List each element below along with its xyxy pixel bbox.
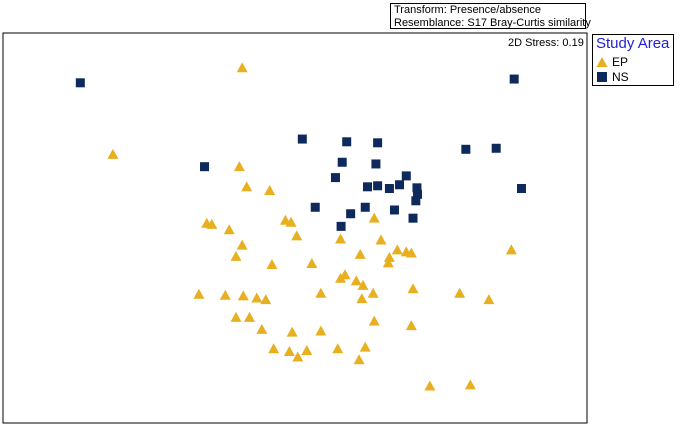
point-ep-42 <box>368 315 380 326</box>
legend-label-ns: NS <box>612 69 629 84</box>
legend-title: Study Area <box>596 35 670 52</box>
point-ns-12 <box>362 182 372 192</box>
square-icon <box>597 71 607 82</box>
point-ep-46 <box>405 320 417 331</box>
point-ep-28 <box>357 279 369 290</box>
point-ep-33 <box>454 287 466 298</box>
point-ep-27 <box>350 275 362 286</box>
point-ns-4 <box>373 138 383 148</box>
point-ns-0 <box>75 78 85 88</box>
point-ep-31 <box>356 293 368 304</box>
point-ep-30 <box>367 287 379 298</box>
point-ns-2 <box>297 134 307 144</box>
point-ep-50 <box>332 343 344 354</box>
point-ep-47 <box>268 343 280 354</box>
point-ns-6 <box>491 143 501 153</box>
transform-label: Transform: Presence/absence <box>394 4 541 16</box>
point-ns-13 <box>373 181 383 191</box>
point-ep-51 <box>359 341 371 352</box>
point-ep-1 <box>107 148 119 159</box>
point-ep-36 <box>237 290 249 301</box>
point-ns-23 <box>346 209 356 219</box>
point-ns-19 <box>411 196 421 206</box>
point-ep-17 <box>391 244 403 255</box>
point-ns-14 <box>384 184 394 194</box>
point-ns-7 <box>200 162 210 172</box>
legend-label-ep: EP <box>612 54 629 69</box>
point-ep-32 <box>407 283 419 294</box>
point-ns-17 <box>413 189 423 199</box>
point-ep-13 <box>230 250 242 261</box>
point-ep-19 <box>383 251 395 262</box>
point-ep-38 <box>260 294 272 305</box>
legend-item-ns: NS <box>596 69 629 84</box>
point-ep-55 <box>464 379 476 390</box>
point-ns-20 <box>360 202 370 212</box>
point-ep-39 <box>483 294 495 305</box>
legend: Study Area EP NS <box>592 34 674 86</box>
point-ep-29 <box>315 287 327 298</box>
point-ep-9 <box>285 216 297 227</box>
point-ep-48 <box>283 346 295 357</box>
point-ep-11 <box>291 230 303 241</box>
point-ep-10 <box>368 212 380 223</box>
point-ep-4 <box>264 185 276 196</box>
legend-item-ep: EP <box>596 54 628 69</box>
resemblance-label: Resemblance: S17 Bray-Curtis similarity <box>394 16 591 29</box>
point-ns-11 <box>401 171 411 181</box>
point-ep-16 <box>375 234 387 245</box>
point-ep-34 <box>193 288 205 299</box>
point-ep-45 <box>315 325 327 336</box>
point-ep-15 <box>335 233 347 244</box>
point-ns-9 <box>371 159 381 169</box>
point-ns-25 <box>336 221 346 231</box>
point-ep-22 <box>505 244 517 255</box>
point-ep-40 <box>230 311 242 322</box>
point-ep-24 <box>306 258 318 269</box>
point-ep-14 <box>266 259 278 270</box>
info-box: Transform: Presence/absence Resemblance:… <box>390 3 591 29</box>
point-ns-16 <box>412 183 422 193</box>
point-ep-41 <box>243 311 255 322</box>
point-ns-1 <box>509 74 519 84</box>
point-ep-12 <box>236 239 248 250</box>
point-ns-21 <box>389 205 399 215</box>
point-ep-3 <box>241 181 253 192</box>
point-ep-44 <box>286 326 298 337</box>
point-ep-6 <box>206 218 218 229</box>
point-ep-23 <box>354 248 366 259</box>
point-ep-26 <box>335 272 347 283</box>
stress-label: 2D Stress: 0.19 <box>508 37 584 49</box>
point-ep-52 <box>292 351 304 362</box>
point-ns-18 <box>516 184 526 194</box>
point-ep-7 <box>223 224 235 235</box>
point-ep-21 <box>405 247 417 258</box>
point-ep-43 <box>256 323 268 334</box>
data-points <box>75 62 526 391</box>
point-ep-37 <box>251 292 263 303</box>
point-ep-35 <box>219 289 231 300</box>
point-ep-0 <box>236 62 248 73</box>
point-ep-49 <box>301 344 313 355</box>
triangle-icon <box>596 56 608 67</box>
point-ns-24 <box>408 213 418 223</box>
point-ns-5 <box>461 144 471 154</box>
point-ns-15 <box>395 180 405 190</box>
point-ns-3 <box>342 137 352 147</box>
point-ep-20 <box>382 257 394 268</box>
point-ep-54 <box>424 380 436 391</box>
plot-frame <box>2 32 588 424</box>
point-ns-10 <box>330 173 340 183</box>
point-ns-8 <box>337 157 347 167</box>
point-ep-53 <box>353 354 365 365</box>
point-ep-2 <box>233 161 245 172</box>
point-ns-22 <box>310 202 320 212</box>
